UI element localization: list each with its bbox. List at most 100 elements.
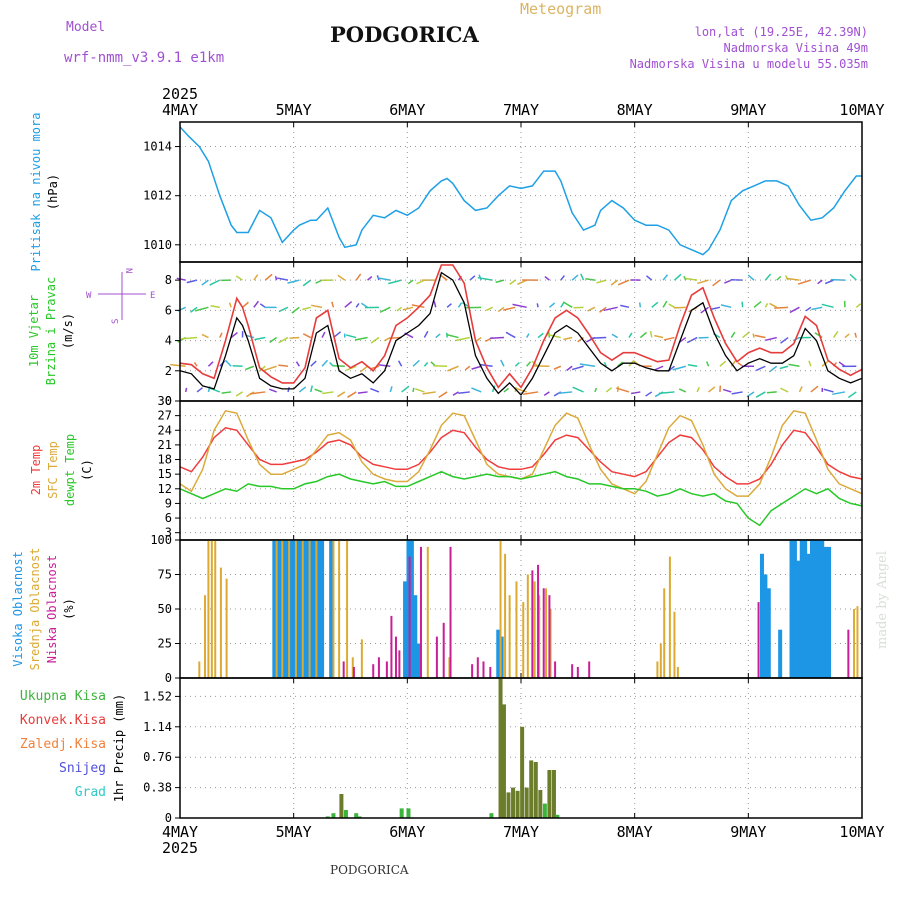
wind-arrow <box>645 391 653 397</box>
cloud-high-bar <box>406 540 411 678</box>
wind-arrow <box>321 359 329 367</box>
cloud-high-bar <box>279 540 284 678</box>
wind-arrow <box>455 336 471 342</box>
wind-arrow <box>628 332 633 338</box>
wind-arrow <box>741 301 744 308</box>
cloud-mid-bar <box>338 540 341 678</box>
cloud-low-bar <box>352 666 355 678</box>
wind-arrow <box>788 363 800 367</box>
ytick-label: 1010 <box>143 238 172 252</box>
wind-arrow <box>764 303 769 308</box>
wind-arrow <box>620 304 630 309</box>
precip-bar <box>547 770 552 818</box>
wind-arrow <box>663 336 675 341</box>
wind-arrow <box>662 274 669 281</box>
cloud-high-bar <box>316 540 321 678</box>
wind-arrow <box>603 362 607 367</box>
xtick-label-top: 7MAY <box>503 101 539 119</box>
wind-arrow <box>594 387 598 393</box>
precip-bar <box>501 704 506 818</box>
cloud-low-bar <box>398 650 401 678</box>
wind-arrow <box>207 361 214 367</box>
precip-legend-entry: Konvek.Kisa <box>20 713 106 728</box>
wind-arrow <box>639 331 647 339</box>
wind-arrow <box>646 275 653 281</box>
wind-arrow <box>228 302 232 308</box>
cloud-high-bar <box>806 553 811 678</box>
cloud-high-bar <box>275 540 280 678</box>
wind-arrow <box>485 306 493 312</box>
wind-arrow <box>805 306 812 312</box>
precip-bar <box>343 810 348 818</box>
cloud-ylabel: Visoka Oblacnost Srednja Oblacnost Niska O… <box>11 548 76 671</box>
wind-arrow <box>811 306 823 311</box>
wind-arrow <box>746 391 755 398</box>
cloud-low-bar <box>471 664 474 678</box>
wind-arrow <box>329 362 334 367</box>
cloud-low-bar <box>489 666 492 678</box>
ytick-label: 0.76 <box>143 750 172 764</box>
xtick-label-bottom: 5MAY <box>276 823 312 841</box>
precip-legend-entry: Zaledj.Kisa <box>20 737 106 752</box>
cloud-mid-bar <box>351 657 354 678</box>
wind-arrow <box>560 275 565 281</box>
ytick-label: 21 <box>158 438 172 452</box>
wind-arrow <box>254 336 266 341</box>
wind-arrow <box>830 278 845 281</box>
wind-arrow <box>201 333 209 339</box>
wind-arrow <box>402 306 414 311</box>
wind-arrow <box>776 275 782 281</box>
wind-arrow <box>823 388 834 393</box>
wind-arrow <box>649 331 653 338</box>
cloud-low-bar <box>542 588 545 678</box>
compass-rose: W E N S <box>86 268 155 324</box>
ytick-label: 2 <box>165 364 172 378</box>
xtick-label-bottom: 9MAY <box>730 823 766 841</box>
wind-arrow <box>302 333 312 339</box>
cloud-mid-bar <box>204 595 207 678</box>
cloud-high-bar <box>799 540 804 678</box>
axis-label: SFC Temp <box>46 441 60 499</box>
wind-arrow <box>847 391 857 399</box>
wind-arrow <box>355 273 362 281</box>
cloud-high-bar <box>272 540 277 678</box>
cloud-low-bar <box>372 664 375 678</box>
wind-arrow <box>194 306 209 312</box>
xtick-label-top: 10MAY <box>839 101 884 119</box>
precip-bar <box>551 770 556 818</box>
ytick-label: 12 <box>158 482 172 496</box>
axis-label: dewpt Temp <box>63 434 77 506</box>
cloud-high-bar <box>759 553 764 678</box>
wind-arrow <box>797 279 812 285</box>
cloud-high-bar <box>413 595 418 678</box>
wind-arrow <box>824 279 834 285</box>
wind-arrow <box>808 360 812 367</box>
precip-bar <box>529 760 534 818</box>
wind-gust-line <box>179 264 863 389</box>
ytick-label: 1.52 <box>143 689 172 703</box>
temperature-ylabel: 2m Temp SFC Temp dewpt Temp (C) <box>29 434 94 506</box>
wind-arrow <box>672 365 687 371</box>
wind-arrow <box>611 333 618 339</box>
ytick-label: 27 <box>158 409 172 423</box>
wind-arrow <box>766 391 777 394</box>
ytick-label: 1.14 <box>143 720 172 734</box>
wind-arrow <box>523 391 539 396</box>
xtick-label-bottom: 8MAY <box>617 823 653 841</box>
wind-arrow <box>181 336 198 340</box>
ytick-label: 50 <box>158 602 172 616</box>
axis-label: Pritisak na nivou mora <box>29 113 43 272</box>
axis-label: (m/s) <box>61 313 75 349</box>
wind-arrow <box>415 388 425 393</box>
wind-arrow <box>277 277 289 281</box>
wind-arrow <box>610 279 619 286</box>
wind-arrow <box>298 386 307 393</box>
wind-arrow <box>779 365 789 370</box>
wind-arrow <box>359 365 369 373</box>
wind-arrow <box>278 364 289 367</box>
precip-bar <box>524 787 529 818</box>
cloud-high-bar <box>827 546 832 678</box>
cloud-high-bar <box>803 540 808 678</box>
cloud-high-bar <box>313 540 318 678</box>
precip-bar <box>511 787 516 818</box>
